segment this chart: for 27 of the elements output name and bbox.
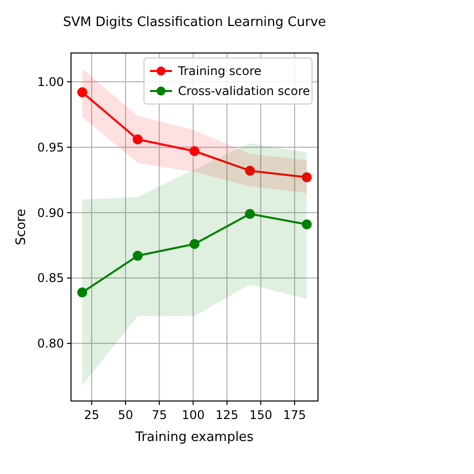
- y-tick-label: 0.80: [37, 336, 64, 351]
- x-tick-label: 75: [152, 408, 167, 422]
- y-axis-title: Score: [14, 208, 29, 246]
- x-tick-label: 100: [182, 408, 205, 422]
- x-tick-label: 125: [216, 408, 238, 422]
- point: [190, 146, 200, 156]
- point: [302, 172, 312, 182]
- chart-title: SVM Digits Classification Learning Curve: [62, 15, 326, 30]
- point: [302, 219, 312, 230]
- point: [132, 134, 143, 144]
- point: [77, 287, 88, 298]
- x-tick-label: 50: [118, 408, 134, 422]
- point: [244, 208, 255, 219]
- legend-label: Training score: [177, 64, 262, 78]
- legend-label: Cross-validation score: [178, 84, 310, 98]
- x-axis-title: Training examples: [134, 430, 254, 445]
- x-tick-label: 175: [283, 408, 306, 422]
- x-tick-label: 150: [249, 408, 272, 422]
- y-tick-label: 1.00: [37, 74, 64, 89]
- y-tick-label: 0.95: [37, 140, 64, 154]
- point: [77, 87, 88, 98]
- point: [132, 250, 143, 261]
- point: [244, 166, 255, 176]
- y-tick-label: 0.90: [37, 206, 64, 220]
- point: [190, 239, 200, 250]
- y-tick-label: 0.85: [37, 271, 64, 286]
- x-tick-label: 25: [84, 408, 100, 422]
